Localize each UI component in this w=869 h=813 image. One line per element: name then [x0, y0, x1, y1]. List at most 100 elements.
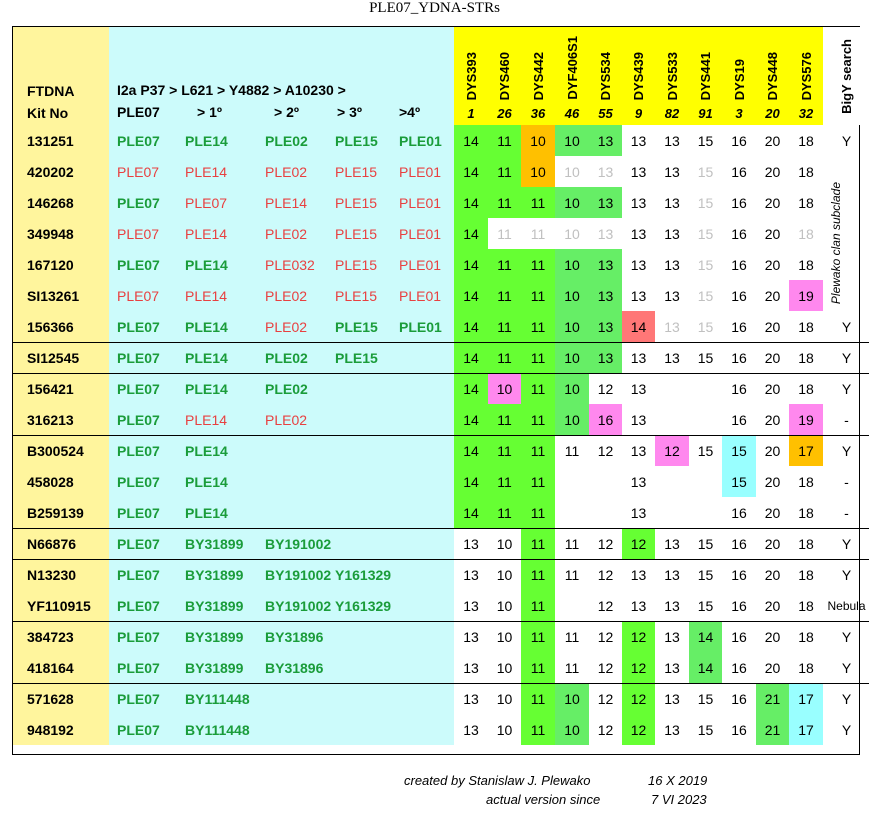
str-value: 13 — [622, 559, 655, 590]
str-value: 10 — [564, 163, 580, 180]
str-value: 11 — [521, 528, 555, 559]
str-value: 20 — [764, 225, 781, 242]
str-value: 14 — [454, 342, 488, 373]
str-value — [689, 497, 722, 528]
str-value: 16 — [722, 528, 756, 559]
str-header: DYS460 26 — [488, 27, 521, 125]
clade-label: PLE02 — [265, 350, 308, 366]
str-value: 11 — [521, 280, 555, 311]
bigy-value: Y — [841, 318, 852, 335]
bigy-value: Y — [823, 342, 869, 373]
str-value — [555, 497, 589, 528]
str-value: 16 — [731, 194, 747, 211]
clade-label: PLE07 — [117, 721, 160, 738]
str-value: 18 — [798, 473, 814, 490]
str-value: 13 — [630, 194, 647, 211]
clade-label: PLE15 — [335, 256, 378, 273]
str-value: 15 — [689, 559, 722, 590]
str-name: DYS19 — [731, 58, 747, 100]
str-value: 16 — [731, 132, 747, 149]
clade-label: PLE14 — [265, 194, 308, 211]
str-value: 10 — [555, 311, 589, 342]
str-value: 20 — [764, 411, 781, 428]
clade-label: PLE01 — [399, 256, 442, 273]
str-value: 14 — [454, 466, 488, 497]
str-value: 13 — [630, 225, 647, 242]
str-value: 12 — [597, 597, 614, 614]
str-count: 82 — [664, 106, 680, 121]
str-value: 20 — [764, 504, 781, 521]
str-value: 16 — [731, 659, 747, 676]
clade-path-row: PLE07 BY111448 — [109, 714, 454, 745]
clade-label: PLE15 — [335, 163, 378, 180]
clade-path-row: PLE07 PLE14 PLE02 PLE15 PLE01 — [109, 218, 454, 249]
clade-label: PLE07 — [117, 659, 160, 676]
str-value: 14 — [454, 218, 488, 249]
str-value: 10 — [555, 280, 589, 311]
clade-label: BY31899 — [185, 536, 244, 552]
str-value: 12 — [597, 659, 614, 676]
str-count: 3 — [735, 106, 743, 121]
ftdna-label: FTDNA — [27, 83, 75, 99]
clade-label: Y161329 — [335, 597, 392, 614]
str-value: 11 — [521, 435, 555, 466]
kit-number: 418164 — [13, 652, 109, 683]
str-value: 11 — [521, 652, 555, 683]
kit-number: 316213 — [13, 404, 109, 435]
clade-path-row: PLE07 PLE14 PLE02 PLE15 PLE01 — [109, 156, 454, 187]
str-value: 13 — [664, 225, 680, 242]
bigy-value: Y — [841, 659, 852, 676]
str-value: 10 — [555, 373, 589, 404]
kit-number: 384723 — [13, 621, 109, 652]
clade-label: PLE07 — [117, 163, 160, 180]
str-value: 11 — [521, 249, 555, 280]
str-value: 13 — [630, 132, 647, 149]
str-value: 16 — [731, 163, 747, 180]
str-value: 11 — [488, 466, 521, 497]
clade-label: PLE07 — [117, 567, 160, 583]
clade-label: PLE02 — [265, 163, 308, 180]
str-value: 11 — [488, 435, 521, 466]
str-value: 13 — [655, 528, 689, 559]
clade-label: PLE15 — [335, 318, 378, 335]
str-value: 16 — [722, 559, 756, 590]
str-value: 10 — [488, 373, 521, 404]
clade-path-row: PLE07 PLE14 PLE02 PLE15 — [109, 342, 454, 373]
clade-label: PLE14 — [185, 350, 228, 366]
str-header: DYS442 36 — [521, 27, 555, 125]
clade-label: PLE02 — [265, 381, 308, 397]
str-value: 16 — [722, 621, 756, 652]
bigy-value: Y — [823, 683, 869, 714]
clade-path-row: PLE07 BY31899 BY191002 — [109, 528, 454, 559]
clade-label: PLE07 — [117, 132, 160, 149]
str-value: 10 — [555, 342, 589, 373]
str-value: 10 — [555, 404, 589, 435]
clade-label: BY31899 — [185, 659, 244, 676]
clade-label: PLE02 — [265, 225, 308, 242]
str-value: 13 — [463, 721, 479, 738]
str-name: DYS576 — [798, 51, 814, 100]
clade-label: PLE02 — [265, 132, 308, 149]
clade-label: PLE07 — [117, 504, 160, 521]
str-value: 13 — [664, 597, 680, 614]
str-value: 17 — [789, 435, 823, 466]
str-value: 16 — [722, 683, 756, 714]
str-value: 14 — [622, 311, 655, 342]
str-value: 14 — [454, 404, 488, 435]
str-value: 13 — [622, 342, 655, 373]
clade-label: PLE01 — [399, 318, 442, 335]
clade-label: BY111448 — [185, 691, 250, 707]
bigy-value: Y — [823, 559, 869, 590]
subclade-note: Plewako clan subclade — [829, 181, 843, 305]
str-value — [689, 373, 722, 404]
str-value: 12 — [589, 435, 622, 466]
clade-label: PLE14 — [185, 287, 228, 304]
str-value: 10 — [555, 187, 589, 218]
clade-path-row: PLE07 PLE14 — [109, 435, 454, 466]
str-value: 10 — [488, 559, 521, 590]
str-value: 11 — [488, 342, 521, 373]
str-value: 11 — [521, 590, 555, 621]
clade-label: PLE01 — [399, 287, 442, 304]
str-value: 13 — [622, 373, 655, 404]
str-value: 10 — [488, 683, 521, 714]
